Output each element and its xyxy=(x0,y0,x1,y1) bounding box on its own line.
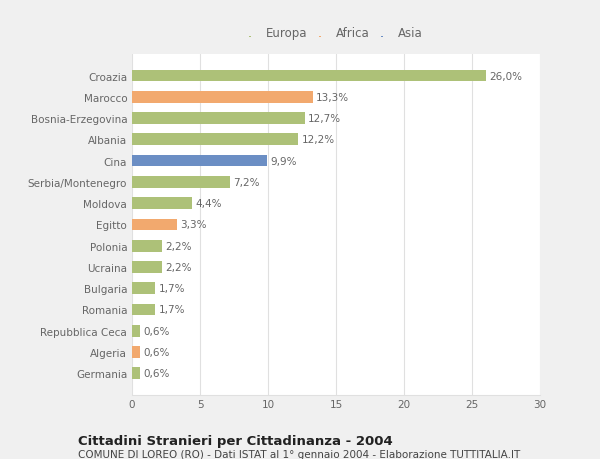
Bar xyxy=(132,283,155,294)
Bar xyxy=(132,241,162,252)
Text: 13,3%: 13,3% xyxy=(316,93,349,102)
Bar xyxy=(132,198,192,209)
Text: 0,6%: 0,6% xyxy=(143,326,170,336)
Bar xyxy=(132,92,313,103)
Bar xyxy=(132,113,305,125)
Text: 9,9%: 9,9% xyxy=(270,156,296,166)
Text: 12,7%: 12,7% xyxy=(308,114,341,124)
Bar xyxy=(132,156,266,167)
Bar xyxy=(132,177,230,188)
Bar xyxy=(132,304,155,316)
Bar xyxy=(132,71,485,82)
Bar xyxy=(132,134,298,146)
Bar xyxy=(132,368,140,379)
Text: 3,3%: 3,3% xyxy=(180,220,207,230)
Text: 4,4%: 4,4% xyxy=(195,199,222,209)
Bar xyxy=(132,219,177,231)
Text: 0,6%: 0,6% xyxy=(143,369,170,379)
Text: 12,2%: 12,2% xyxy=(301,135,334,145)
Text: 7,2%: 7,2% xyxy=(233,178,260,187)
Legend: Europa, Africa, Asia: Europa, Africa, Asia xyxy=(250,27,422,40)
Bar xyxy=(132,347,140,358)
Text: 0,6%: 0,6% xyxy=(143,347,170,357)
Bar xyxy=(132,262,162,273)
Text: COMUNE DI LOREO (RO) - Dati ISTAT al 1° gennaio 2004 - Elaborazione TUTTITALIA.I: COMUNE DI LOREO (RO) - Dati ISTAT al 1° … xyxy=(78,449,520,459)
Text: 2,2%: 2,2% xyxy=(166,241,192,251)
Text: Cittadini Stranieri per Cittadinanza - 2004: Cittadini Stranieri per Cittadinanza - 2… xyxy=(78,434,393,447)
Text: 26,0%: 26,0% xyxy=(489,71,522,81)
Text: 2,2%: 2,2% xyxy=(166,263,192,272)
Text: 1,7%: 1,7% xyxy=(158,305,185,315)
Text: 1,7%: 1,7% xyxy=(158,284,185,294)
Bar xyxy=(132,325,140,337)
